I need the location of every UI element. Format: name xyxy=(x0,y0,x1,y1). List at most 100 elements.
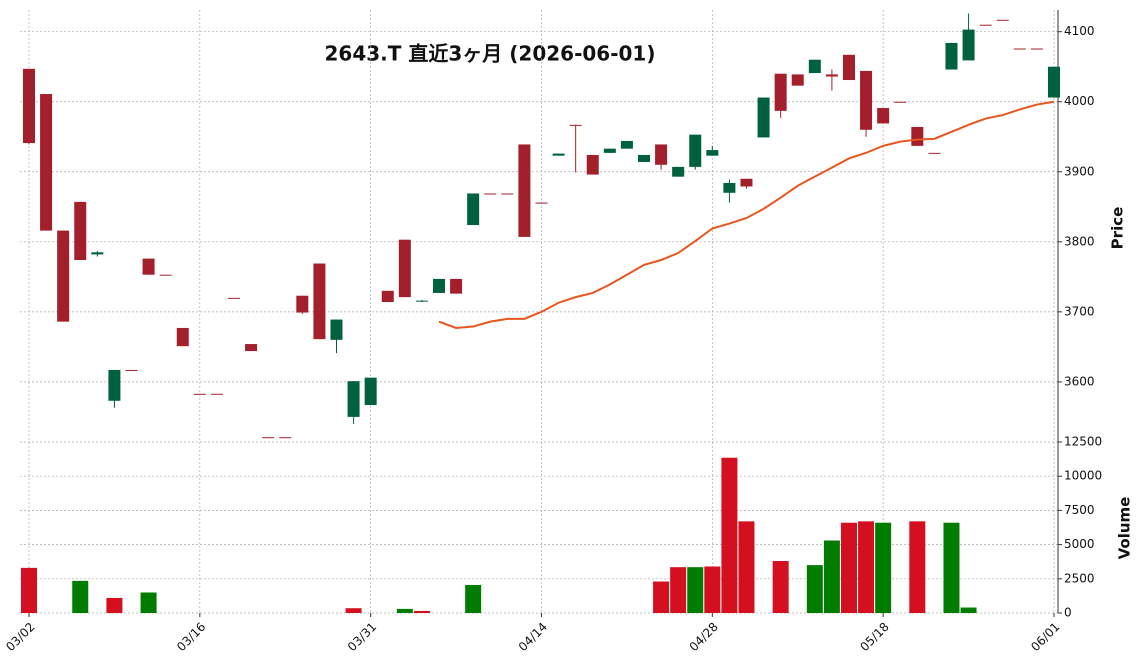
candle-body xyxy=(757,97,770,138)
candle-body xyxy=(23,68,35,144)
candle-body xyxy=(159,274,172,276)
candle-body xyxy=(979,24,992,26)
candle-body xyxy=(518,144,531,237)
candle-body xyxy=(40,94,53,231)
volume-tick-label: 7500 xyxy=(1064,503,1095,517)
candle-body xyxy=(962,29,975,61)
candle-body xyxy=(484,193,497,195)
candle-body xyxy=(57,230,70,322)
candle-body xyxy=(432,278,445,293)
candle-body xyxy=(620,140,633,149)
candle-body xyxy=(603,148,616,153)
candle-body xyxy=(1047,66,1060,98)
volume-bar xyxy=(653,581,670,613)
candle-body xyxy=(262,437,275,439)
x-tick-label: 05/18 xyxy=(857,620,891,654)
candle-body xyxy=(740,178,753,187)
volume-tick-label: 0 xyxy=(1064,606,1072,620)
x-tick-label: 04/14 xyxy=(516,620,550,654)
candle-body xyxy=(1030,48,1043,50)
volume-bar xyxy=(704,566,721,613)
volume-bar xyxy=(465,584,482,613)
volume-bar xyxy=(413,610,430,613)
volume-bar xyxy=(72,580,89,613)
volume-bar xyxy=(909,521,926,613)
volume-bar xyxy=(140,592,157,613)
candle-body xyxy=(398,239,411,298)
candle-body xyxy=(125,369,138,371)
candle-body xyxy=(774,73,787,111)
candle-body xyxy=(825,74,838,77)
candle-body xyxy=(245,344,258,352)
x-tick-label: 03/31 xyxy=(345,620,379,654)
candle-body xyxy=(176,327,189,347)
candle-body xyxy=(279,437,292,439)
volume-bar xyxy=(106,597,123,613)
candle-body xyxy=(928,152,941,154)
x-tick-label: 04/28 xyxy=(687,620,721,654)
y-tick-label: 4100 xyxy=(1064,24,1095,38)
volume-bar xyxy=(960,607,977,613)
candle-body xyxy=(210,393,223,395)
candle-body xyxy=(347,381,360,417)
candle-body xyxy=(996,19,1009,21)
volume-bar xyxy=(875,522,892,613)
candle-body xyxy=(569,124,582,126)
volume-bar xyxy=(823,540,840,613)
candle-body xyxy=(945,42,958,70)
candle-body xyxy=(552,153,565,156)
candle-body xyxy=(193,393,206,395)
candle-body xyxy=(330,319,343,340)
y-axis-label: Price xyxy=(1109,207,1127,250)
y-tick-label: 3700 xyxy=(1064,304,1095,318)
candle-body xyxy=(877,108,890,124)
candle-body xyxy=(723,182,736,193)
candle-body xyxy=(860,70,873,130)
volume-tick-label: 10000 xyxy=(1064,469,1102,483)
candle-body xyxy=(1013,48,1026,50)
volume-bar xyxy=(345,608,362,613)
y-tick-label: 4000 xyxy=(1064,94,1095,108)
volume-tick-label: 2500 xyxy=(1064,571,1095,585)
volume-tick-label: 12500 xyxy=(1064,435,1102,449)
candle-body xyxy=(808,59,821,74)
volume-bar xyxy=(687,567,704,613)
candle-body xyxy=(91,252,104,255)
volume-tick-label: 5000 xyxy=(1064,537,1095,551)
candle-body xyxy=(74,201,87,261)
volume-axis-label: Volume xyxy=(1116,497,1134,560)
candle-body xyxy=(313,263,326,340)
x-tick-label: 03/16 xyxy=(174,620,208,654)
y-tick-label: 3600 xyxy=(1064,374,1095,388)
volume-bar xyxy=(943,522,960,613)
volume-bar xyxy=(840,522,857,613)
candle-body xyxy=(501,193,514,195)
candle-body xyxy=(535,202,548,204)
candle-body xyxy=(450,278,463,294)
chart-title: 2643.T 直近3ヶ月 (2026-06-01) xyxy=(325,42,656,66)
candle-body xyxy=(364,377,377,405)
volume-bar xyxy=(721,457,738,613)
x-tick-label: 06/01 xyxy=(1028,620,1062,654)
candle-body xyxy=(467,193,480,225)
candle-body xyxy=(689,134,702,167)
candle-body xyxy=(381,290,394,303)
candle-body xyxy=(842,54,855,81)
volume-bar xyxy=(396,608,413,613)
candle-body xyxy=(296,295,309,313)
candle-body xyxy=(911,126,924,146)
candle-body xyxy=(791,74,804,86)
volume-bar xyxy=(858,521,875,613)
candle-body xyxy=(227,297,240,299)
y-tick-label: 3900 xyxy=(1064,164,1095,178)
volume-bar xyxy=(806,565,823,613)
volume-bar xyxy=(738,521,755,613)
volume-bar xyxy=(21,567,37,613)
moving-average-line xyxy=(438,100,1055,329)
candle-body xyxy=(586,154,599,175)
candle-body xyxy=(672,166,685,177)
candle-body xyxy=(142,258,155,275)
volume-bar xyxy=(670,567,687,613)
x-tick-label: 03/02 xyxy=(3,620,37,654)
